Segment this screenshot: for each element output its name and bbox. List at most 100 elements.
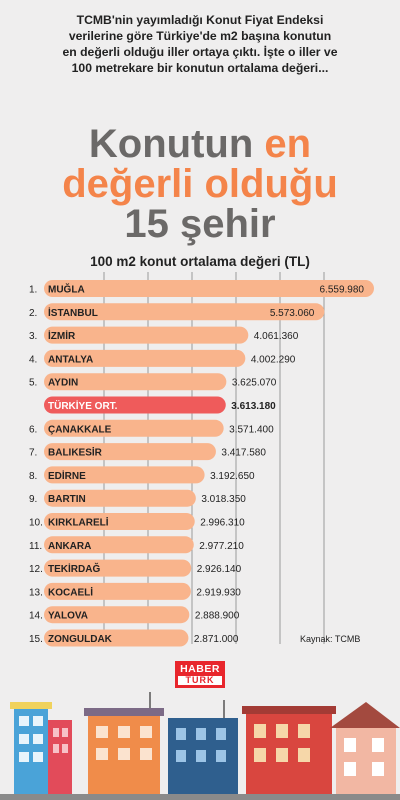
category-label: TEKİRDAĞ (48, 562, 100, 575)
bar (44, 419, 224, 437)
bar (44, 443, 216, 461)
bar (44, 489, 196, 507)
haberturk-logo: HABER TÜRK (175, 661, 225, 688)
rank-label: 10. (29, 518, 43, 529)
value-label: 2.871.000 (194, 634, 239, 645)
value-label: 3.192.650 (210, 471, 255, 482)
intro-line: en değerli olduğu iller ortaya çıktı. İş… (62, 45, 338, 59)
rank-label: 4. (29, 354, 37, 365)
window (96, 726, 108, 738)
window (298, 724, 310, 738)
value-label: 3.613.180 (231, 401, 276, 412)
value-label: 3.417.580 (221, 448, 266, 459)
bar (44, 373, 227, 391)
building (84, 708, 164, 716)
window (19, 752, 29, 762)
category-label: KOCAELİ (48, 585, 93, 598)
window (216, 750, 226, 762)
category-label: İZMİR (48, 329, 76, 342)
window (276, 724, 288, 738)
city-illustration (0, 692, 400, 800)
window (372, 762, 384, 776)
headline-line-1: Konutun en (0, 124, 400, 164)
value-label: 3.625.070 (232, 378, 277, 389)
rank-label: 9. (29, 494, 37, 505)
rank-label: 3. (29, 331, 37, 342)
category-label: KIRKLARELİ (48, 516, 109, 529)
window (62, 744, 68, 753)
headline-part: en (264, 122, 312, 166)
bar (44, 536, 194, 554)
rank-label: 5. (29, 378, 37, 389)
window (19, 716, 29, 726)
window (254, 748, 266, 762)
ground (0, 794, 400, 800)
chart-title: 100 m2 konut ortalama değeri (TL) (90, 254, 310, 269)
rank-label: 1. (29, 285, 37, 296)
bar-chart: 1. MUĞLA 6.559.980 2. İSTANBUL 5.573.060 3. İZM… (29, 272, 374, 647)
bar (44, 513, 195, 530)
rank-label: 14. (29, 611, 43, 622)
bar (44, 280, 374, 297)
window (62, 728, 68, 737)
bar (44, 303, 325, 321)
window (216, 728, 226, 740)
building (48, 720, 72, 800)
value-label: 2.919.930 (196, 587, 241, 598)
value-label: 6.559.980 (320, 285, 365, 296)
window (96, 748, 108, 760)
window (276, 748, 288, 762)
window (140, 748, 152, 760)
category-label: YALOVA (48, 611, 88, 622)
intro-line: 100 metrekare bir konutun ortalama değer… (71, 61, 329, 75)
building (10, 702, 52, 709)
category-label: İSTANBUL (48, 306, 98, 319)
value-label: 2.996.310 (200, 518, 245, 529)
bar (44, 559, 192, 577)
window (176, 750, 186, 762)
headline-line-3: 15 şehir (124, 202, 276, 246)
window (140, 726, 152, 738)
window (298, 748, 310, 762)
window (254, 724, 266, 738)
rank-label: 15. (29, 634, 43, 645)
value-label: 5.573.060 (270, 308, 315, 319)
value-label: 4.002.290 (251, 354, 296, 365)
value-label: 3.018.350 (201, 494, 246, 505)
window (53, 744, 59, 753)
bar (44, 349, 246, 367)
window (33, 716, 43, 726)
window (33, 752, 43, 762)
category-label: ANKARA (48, 541, 91, 552)
window (53, 728, 59, 737)
window (196, 728, 206, 740)
bar (44, 629, 189, 647)
bar (44, 396, 226, 414)
intro-text: TCMB'nin yayımladığı Konut Fiyat Endeksi… (20, 12, 380, 76)
rank-label: 13. (29, 587, 43, 598)
rank-label: 2. (29, 308, 37, 319)
bar (44, 582, 191, 600)
headline-line-2: değerli olduğu (62, 162, 338, 206)
category-label: AYDIN (48, 378, 78, 389)
category-label: MUĞLA (48, 283, 85, 296)
logo-bottom-text: TÜRK (178, 676, 222, 685)
category-label: EDİRNE (48, 469, 86, 482)
category-label: ANTALYA (48, 354, 93, 365)
rank-label: 8. (29, 471, 37, 482)
window (372, 738, 384, 752)
value-label: 4.061.360 (254, 331, 299, 342)
category-label: ZONGULDAK (48, 634, 113, 645)
window (19, 734, 29, 744)
rank-label: 6. (29, 424, 37, 435)
bar (44, 606, 190, 624)
intro-line: verilerine göre Türkiye'de m2 başına kon… (68, 29, 332, 43)
building (242, 706, 336, 714)
window (118, 748, 130, 760)
window (33, 734, 43, 744)
window (344, 762, 356, 776)
category-label: BARTIN (48, 494, 86, 505)
window (176, 728, 186, 740)
source-note: Kaynak: TCMB (300, 634, 361, 644)
value-label: 2.926.140 (197, 564, 242, 575)
